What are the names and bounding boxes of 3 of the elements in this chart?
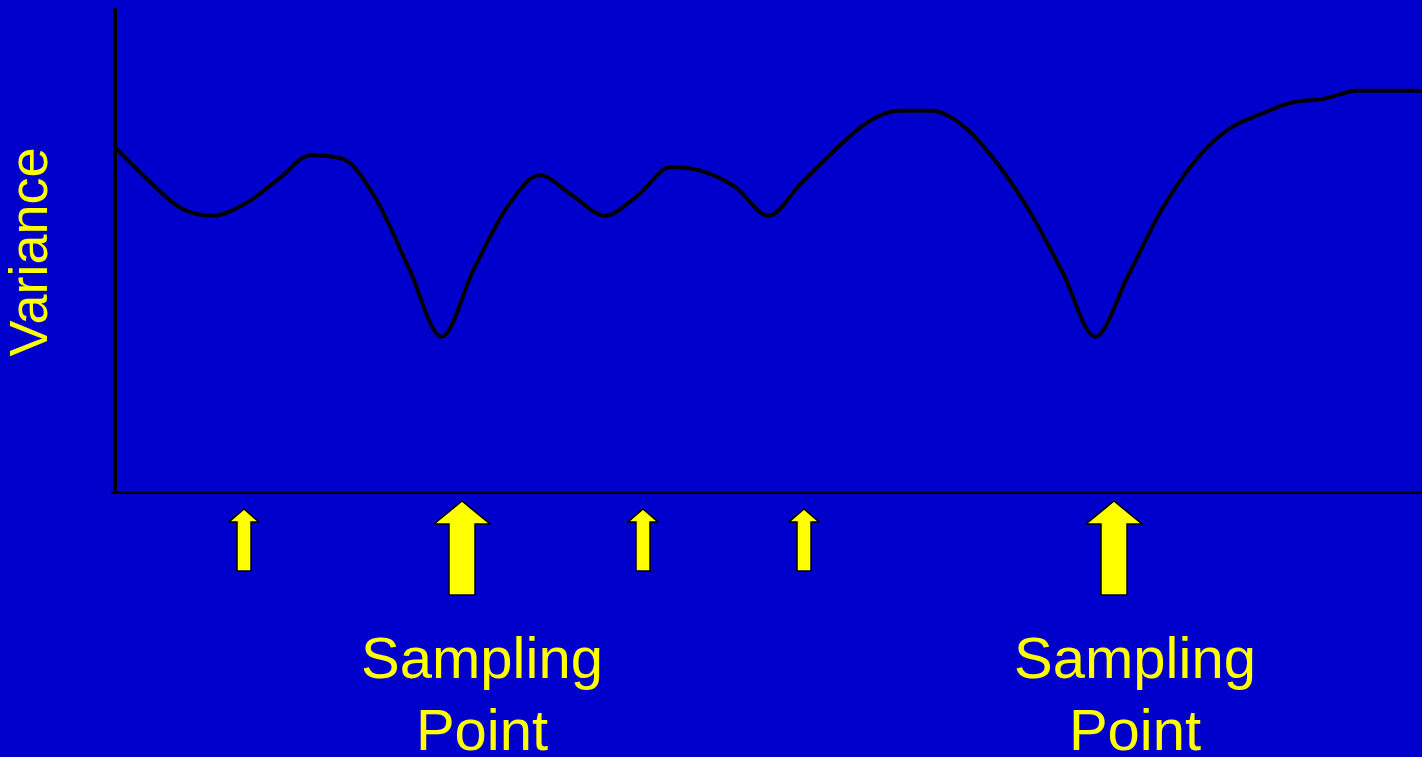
y-axis-title: Variance — [0, 147, 59, 357]
text: Sampling Point — [1013, 624, 1257, 757]
text: Sampling Point — [360, 624, 604, 757]
